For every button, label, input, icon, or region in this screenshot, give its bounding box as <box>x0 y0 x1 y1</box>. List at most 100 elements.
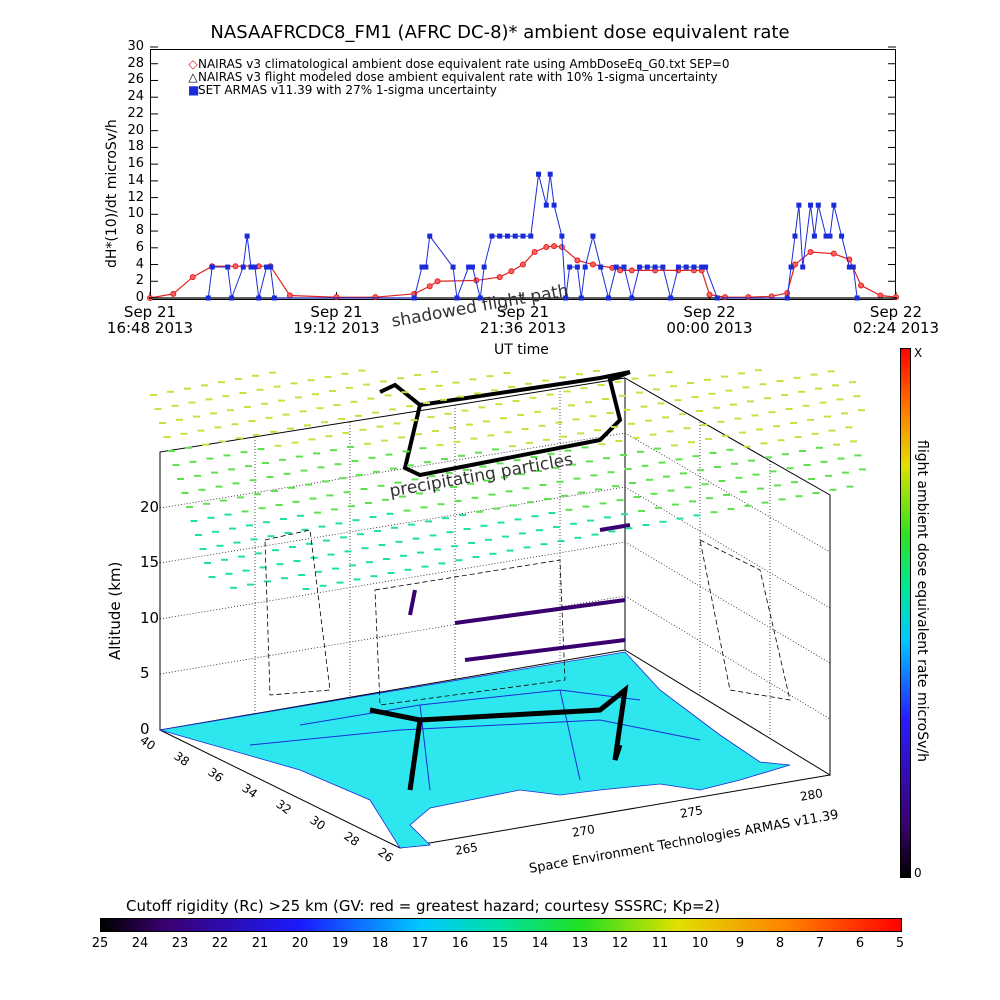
data-point <box>411 295 417 301</box>
square-marker-icon: ■ <box>188 83 200 97</box>
data-point <box>831 202 837 208</box>
data-point <box>652 264 658 270</box>
data-point <box>800 264 806 270</box>
data-point <box>205 295 211 301</box>
data-point <box>454 295 460 301</box>
y-tick-label: 6 <box>135 239 144 255</box>
cutoff-tick: 10 <box>691 936 709 951</box>
data-point <box>827 233 833 239</box>
data-point <box>481 264 487 270</box>
cutoff-tick: 12 <box>611 936 629 951</box>
y-tick-label: 8 <box>135 223 144 239</box>
data-point <box>792 233 798 239</box>
data-point <box>823 233 829 239</box>
data-point <box>496 274 503 281</box>
data-point <box>660 264 666 270</box>
diamond-marker-icon: ◇ <box>188 57 198 71</box>
data-point <box>854 295 860 301</box>
data-point <box>149 297 151 299</box>
cutoff-tick: 17 <box>411 936 429 951</box>
y-tick-label: 12 <box>127 189 144 205</box>
data-point <box>574 257 581 264</box>
altitude-tick: 5 <box>140 664 150 682</box>
data-point <box>617 267 624 274</box>
legend-entry-armas: ■SET ARMAS v11.39 with 27% 1-sigma uncer… <box>188 84 730 97</box>
legend-entry-climatological: ◇NAIRAS v3 climatological ambient dose e… <box>188 57 729 71</box>
data-point <box>520 261 526 268</box>
cutoff-tick: 9 <box>735 936 745 951</box>
x-tick-label: Sep 21 19:12 2013 <box>293 303 380 337</box>
y-tick-label: 30 <box>127 39 144 54</box>
data-point <box>699 264 705 270</box>
y-tick-label: 4 <box>135 256 144 272</box>
data-point <box>567 264 573 270</box>
data-point <box>466 264 472 270</box>
data-point <box>858 282 865 289</box>
cutoff-tick: 13 <box>571 936 589 951</box>
cutoff-tick: 20 <box>291 936 309 951</box>
ground-map <box>159 651 791 849</box>
cutoff-tick: 19 <box>331 936 349 951</box>
data-point <box>170 290 177 297</box>
data-point <box>830 250 837 257</box>
data-point <box>574 264 580 270</box>
x-tick-label: Sep 22 02:24 2013 <box>852 303 940 337</box>
x-axis-label: UT time <box>494 342 549 358</box>
cutoff-rigidity-colorbar <box>100 918 902 932</box>
y-tick-label: 26 <box>127 72 144 88</box>
data-point <box>520 233 526 239</box>
y-tick-label: 16 <box>127 156 144 172</box>
data-point <box>784 295 790 301</box>
y-tick-label: 18 <box>127 139 144 155</box>
cutoff-tick: 5 <box>895 936 905 951</box>
data-point <box>850 264 856 270</box>
data-point <box>512 233 518 239</box>
cutoff-tick: 23 <box>171 936 189 951</box>
data-point <box>811 233 817 239</box>
data-point <box>621 264 627 270</box>
cutoff-tick: 22 <box>211 936 229 951</box>
data-point <box>637 264 643 270</box>
dose-rate-plot <box>147 46 899 301</box>
data-point <box>252 264 258 270</box>
data-point <box>788 264 794 270</box>
x-tick-label: Sep 22 00:00 2013 <box>666 303 753 337</box>
x-tick-label: Sep 21 16:48 2013 <box>106 303 194 337</box>
data-point <box>248 264 254 270</box>
data-point <box>559 233 565 239</box>
wall-shadow-outlines <box>264 529 791 706</box>
data-point <box>469 264 475 270</box>
cutoff-tick: 16 <box>451 936 469 951</box>
altitude-tick: 20 <box>140 498 160 516</box>
x-tick-label: Sep 21 21:36 2013 <box>479 303 567 337</box>
data-point <box>598 264 604 270</box>
y-tick-label: 28 <box>127 55 144 71</box>
data-point <box>209 264 215 270</box>
y-tick-label: 22 <box>127 105 144 121</box>
altitude-tick: 15 <box>140 553 160 571</box>
data-point <box>582 264 588 270</box>
cutoff-tick: 11 <box>651 936 669 951</box>
data-point <box>706 291 713 298</box>
data-point <box>434 278 441 285</box>
data-point <box>426 283 433 290</box>
colorbar-max-label: X <box>914 346 923 360</box>
data-point <box>232 263 239 270</box>
data-point <box>551 243 558 250</box>
data-point <box>543 202 549 208</box>
data-point <box>613 264 619 270</box>
y-tick-label: 0 <box>135 290 144 305</box>
series-line-2 <box>207 174 858 299</box>
precipitating-particles-field <box>150 369 866 590</box>
data-point <box>578 295 584 301</box>
y-tick-label: 2 <box>135 273 144 289</box>
data-point <box>267 264 273 270</box>
cutoff-tick: 24 <box>131 936 149 951</box>
data-point <box>714 295 720 301</box>
data-point <box>229 295 235 301</box>
data-point <box>244 233 250 239</box>
cutoff-tick: 6 <box>855 936 865 951</box>
cutoff-tick: 25 <box>91 936 109 951</box>
data-point <box>508 268 515 275</box>
